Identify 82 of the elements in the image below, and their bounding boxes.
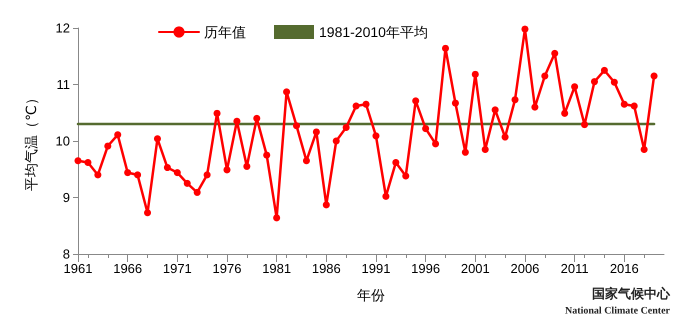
legend-label: 1981-2010年平均 xyxy=(319,24,428,40)
point xyxy=(531,104,538,111)
point xyxy=(610,78,618,86)
point xyxy=(322,201,330,208)
x-tick-label: 1976 xyxy=(212,261,242,276)
point xyxy=(312,128,320,136)
point xyxy=(174,169,181,176)
x-tick-label: 1991 xyxy=(362,261,390,276)
y-tick-label: 11 xyxy=(56,77,70,92)
y-tick-label: 12 xyxy=(56,20,70,36)
point xyxy=(204,171,211,178)
point xyxy=(581,121,588,128)
point xyxy=(104,142,112,150)
point xyxy=(382,192,390,200)
point xyxy=(412,97,420,104)
point xyxy=(392,158,400,166)
x-tick-label: 2006 xyxy=(510,261,540,276)
point xyxy=(452,100,459,107)
point xyxy=(432,140,440,148)
text: National Climate Center xyxy=(565,306,671,316)
point xyxy=(184,180,191,187)
point xyxy=(293,122,300,130)
point xyxy=(342,124,350,131)
point xyxy=(492,106,499,114)
point xyxy=(302,157,310,164)
point xyxy=(263,152,270,159)
x-tick-label: 2011 xyxy=(560,261,589,276)
y-axis-title: 平均气温（℃） xyxy=(23,91,39,191)
point xyxy=(194,188,201,196)
point xyxy=(482,146,489,153)
point xyxy=(74,157,82,164)
x-tick-label: 1966 xyxy=(113,261,142,276)
x-tick-label: 2016 xyxy=(610,261,639,276)
point xyxy=(84,158,92,166)
point xyxy=(164,164,171,172)
point xyxy=(114,131,122,138)
text: 国家气候中心 xyxy=(592,286,671,301)
point xyxy=(233,118,240,125)
point xyxy=(402,172,410,180)
x-tick-label: 2001 xyxy=(460,261,490,276)
legend-label: 历年值 xyxy=(204,24,246,40)
point xyxy=(283,88,290,96)
point xyxy=(253,114,260,122)
x-tick-label: 1971 xyxy=(162,261,192,276)
y-tick-label: 9 xyxy=(62,190,70,205)
point xyxy=(154,135,161,142)
point xyxy=(551,50,558,57)
point xyxy=(243,162,250,170)
point xyxy=(521,26,528,33)
point xyxy=(571,83,578,90)
point xyxy=(472,70,479,78)
point xyxy=(462,148,469,156)
point xyxy=(541,72,548,80)
point xyxy=(124,169,132,176)
x-tick-label: 1986 xyxy=(312,261,341,276)
point xyxy=(332,138,340,144)
y-tick-label: 10 xyxy=(56,134,70,148)
point xyxy=(422,125,430,132)
x-axis-title: 年份 xyxy=(357,287,385,303)
point xyxy=(273,214,280,222)
point xyxy=(223,166,230,174)
point xyxy=(561,110,568,117)
point xyxy=(650,72,658,80)
point xyxy=(94,171,102,178)
y-tick-label: 8 xyxy=(62,246,70,262)
point xyxy=(134,171,142,178)
point xyxy=(640,146,648,153)
point xyxy=(442,44,449,52)
point xyxy=(352,102,360,110)
x-tick-label: 1961 xyxy=(64,261,92,276)
point xyxy=(502,134,509,141)
point xyxy=(372,132,380,140)
point xyxy=(620,100,628,108)
point xyxy=(600,66,608,74)
point xyxy=(362,100,370,108)
x-tick-label: 1996 xyxy=(411,261,440,276)
x-tick-label: 1981 xyxy=(262,261,292,276)
point xyxy=(214,110,221,117)
point xyxy=(630,102,638,110)
point xyxy=(512,96,519,104)
point xyxy=(144,209,152,216)
point xyxy=(590,78,598,86)
